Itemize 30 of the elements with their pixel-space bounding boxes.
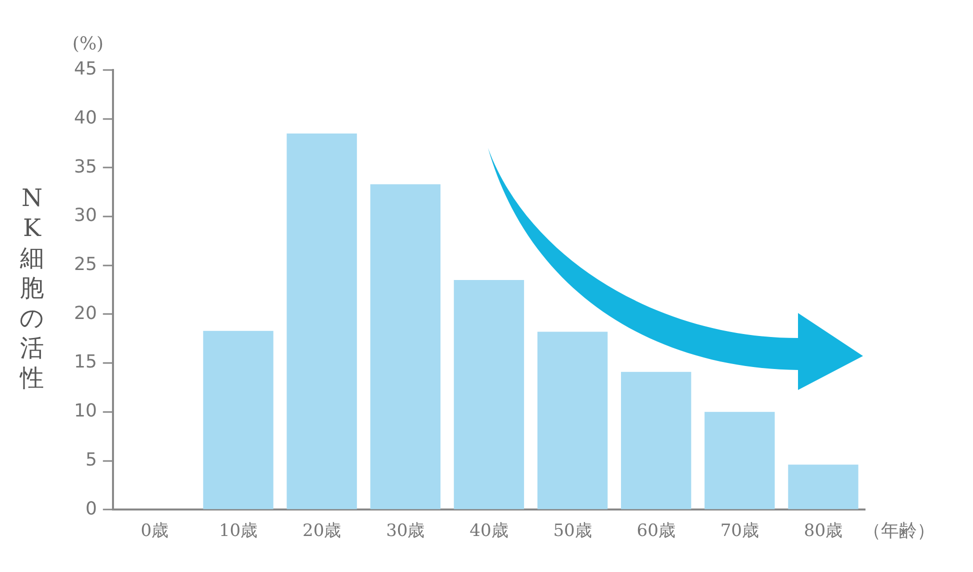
x-tick-label: 40歳 xyxy=(470,521,508,542)
bar xyxy=(286,134,357,510)
x-tick-label: 50歳 xyxy=(553,521,592,542)
x-tick-label: 70歳 xyxy=(720,521,759,542)
bar xyxy=(537,332,608,510)
x-tick-label: 30歳 xyxy=(386,521,425,542)
y-tick-label: 35 xyxy=(74,156,97,178)
text: (%) xyxy=(72,34,104,55)
bar xyxy=(454,280,524,510)
y-tick-label: 10 xyxy=(74,400,97,422)
bar xyxy=(704,412,775,510)
x-axis-title: （年齢） xyxy=(863,520,936,542)
y-tick-label: 5 xyxy=(85,449,97,470)
x-tick-label: 80歳 xyxy=(804,521,843,542)
y-tick-label: 0 xyxy=(85,498,97,520)
x-tick-label: 0歳 xyxy=(140,521,169,542)
bar xyxy=(203,330,274,510)
x-tick-label: 60歳 xyxy=(636,521,676,542)
bar xyxy=(620,372,692,510)
y-axis-title: NK細胞の活性 xyxy=(19,184,44,392)
y-tick-label: 15 xyxy=(74,352,97,373)
y-tick-label: 45 xyxy=(74,58,97,80)
y-tick-label: 25 xyxy=(74,254,97,276)
bar xyxy=(788,464,858,510)
x-tick-label: 10歳 xyxy=(218,521,258,542)
y-tick-label: 20 xyxy=(74,302,97,324)
bar xyxy=(370,184,440,510)
y-tick-label: 30 xyxy=(74,205,97,226)
x-tick-label: 20歳 xyxy=(302,521,342,542)
y-tick-label: 40 xyxy=(74,108,97,129)
